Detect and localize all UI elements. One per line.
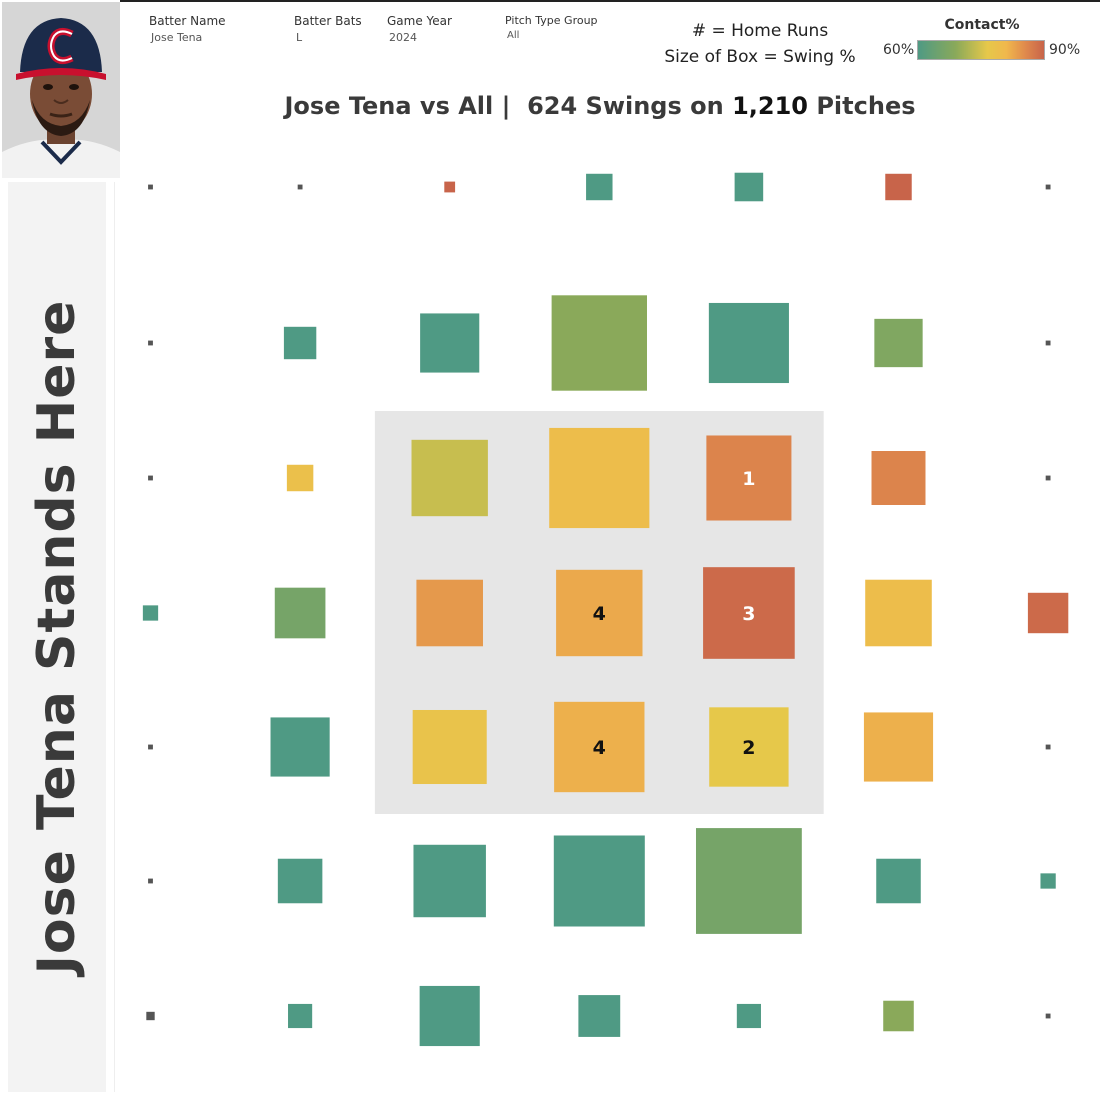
zone-cell-box[interactable]: [148, 878, 153, 884]
zone-cell-box[interactable]: [1027, 592, 1069, 634]
zone-cell-box[interactable]: [578, 995, 621, 1037]
top-divider: [120, 0, 1100, 2]
zone-cell-box[interactable]: [871, 451, 926, 505]
zone-cell-box[interactable]: [1045, 475, 1051, 481]
title-part2: 624 Swings on: [527, 92, 724, 120]
home-run-count-label: 4: [593, 737, 606, 759]
title-part1: Jose Tena vs All |: [284, 92, 511, 120]
zone-cell-box[interactable]: [416, 579, 483, 647]
player-photo: [2, 2, 120, 178]
zone-cell-box[interactable]: [148, 744, 153, 750]
zone-cell-box[interactable]: [270, 717, 330, 777]
legend-size-note: Size of Box = Swing %: [664, 47, 856, 67]
color-legend-max: 90%: [1049, 42, 1081, 58]
filter-label: Batter Name: [149, 14, 226, 28]
zone-cell-box[interactable]: [736, 1003, 761, 1029]
zone-cell-box[interactable]: [288, 1003, 313, 1029]
zone-cell-box[interactable]: [865, 579, 932, 647]
zone-cell-box[interactable]: [703, 567, 795, 659]
zone-cell-box[interactable]: [1045, 1013, 1051, 1019]
zone-cell-box[interactable]: [148, 340, 153, 346]
zone-cell-box[interactable]: [883, 1000, 914, 1032]
zone-cell-box[interactable]: [586, 173, 613, 201]
zone-cell-box[interactable]: [876, 858, 921, 904]
zone-cell-box[interactable]: [277, 858, 323, 904]
filter-label: Game Year: [387, 14, 452, 28]
home-run-count-label: 4: [593, 603, 606, 625]
filter-label: Batter Bats: [294, 14, 362, 28]
color-legend-gradient: [917, 40, 1045, 60]
filter-batter-name[interactable]: Batter Name Jose Tena: [149, 14, 226, 44]
zone-cell-box[interactable]: [148, 184, 153, 190]
filter-game-year[interactable]: Game Year 2024: [387, 14, 452, 44]
zone-cell-box[interactable]: [1045, 340, 1051, 346]
zone-cell-box[interactable]: [419, 985, 480, 1047]
zone-cell-box[interactable]: [874, 318, 923, 368]
zone-cell-box[interactable]: [709, 707, 789, 787]
zone-cell-box[interactable]: [283, 326, 317, 360]
zone-cell-box[interactable]: [695, 828, 802, 934]
zone-cell-box[interactable]: [1045, 184, 1051, 190]
chart-title: Jose Tena vs All | 624 Swings on 1,210 P…: [0, 92, 1100, 120]
title-pitch-count: 1,210: [732, 92, 808, 120]
zone-cell-box[interactable]: [863, 712, 934, 782]
filter-value: All: [507, 30, 520, 41]
zone-cell-box[interactable]: [286, 464, 314, 492]
zone-cell-box[interactable]: [554, 701, 645, 793]
zone-cell-box[interactable]: [885, 173, 912, 201]
legend-hr-note: # = Home Runs: [691, 21, 829, 41]
zone-cell-box[interactable]: [412, 709, 487, 785]
zone-cell-box[interactable]: [148, 475, 153, 481]
filter-pitch-type-group[interactable]: Pitch Type Group All: [505, 14, 598, 41]
panel-divider: [114, 182, 115, 1092]
zone-cell-box[interactable]: [556, 569, 643, 657]
filter-value: 2024: [389, 31, 417, 44]
zone-cell-box[interactable]: [146, 1011, 155, 1021]
zone-cell-box[interactable]: [706, 435, 792, 521]
zone-cell-box[interactable]: [708, 302, 789, 384]
home-run-count-label: 2: [742, 737, 755, 759]
filter-batter-bats[interactable]: Batter Bats L: [294, 14, 362, 44]
color-legend-min: 60%: [883, 42, 915, 58]
zone-cell-box[interactable]: [444, 181, 456, 193]
zone-cell-box[interactable]: [274, 587, 326, 639]
filter-value: L: [296, 31, 303, 44]
zone-cell-box[interactable]: [551, 295, 647, 391]
title-part4: Pitches: [816, 92, 916, 120]
home-run-count-label: 3: [742, 603, 755, 625]
zone-cell-box[interactable]: [420, 313, 480, 373]
legend-notes: # = Home Runs Size of Box = Swing %: [640, 18, 880, 70]
zone-cell-box[interactable]: [1040, 873, 1056, 889]
zone-cell-box[interactable]: [1045, 744, 1051, 750]
zone-cell-box[interactable]: [413, 844, 486, 918]
zone-cell-box[interactable]: [549, 427, 650, 529]
batter-side-panel: [8, 182, 106, 1092]
color-legend-title: Contact%: [944, 17, 1020, 33]
filter-value: Jose Tena: [151, 31, 203, 44]
filter-label: Pitch Type Group: [505, 14, 598, 27]
zone-cell-box[interactable]: [553, 835, 645, 927]
home-run-count-label: 1: [742, 468, 755, 490]
zone-cell-box[interactable]: [142, 605, 159, 621]
zone-cell-box[interactable]: [734, 172, 764, 202]
zone-cell-box[interactable]: [411, 439, 488, 517]
zone-cell-box[interactable]: [297, 184, 303, 190]
